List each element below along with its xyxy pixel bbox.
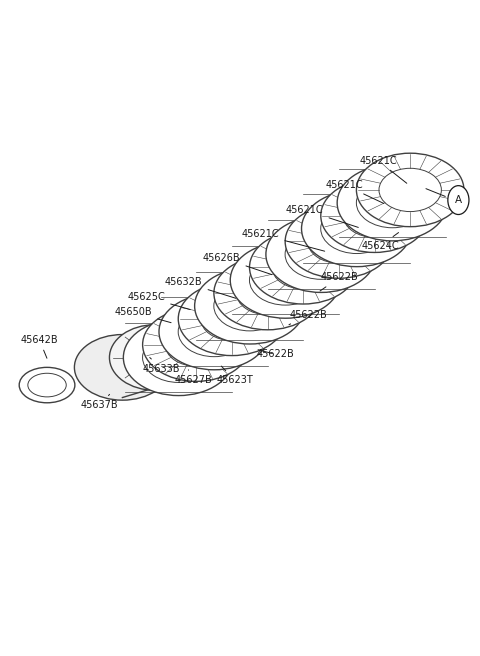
Ellipse shape [337,165,447,241]
Text: 45624C: 45624C [361,233,399,251]
Ellipse shape [19,367,75,403]
Ellipse shape [266,216,376,293]
Text: 45623T: 45623T [217,366,253,386]
Text: 45622B: 45622B [320,272,358,291]
Text: 45650B: 45650B [115,307,171,323]
Text: 45627B: 45627B [175,370,212,386]
Ellipse shape [301,190,412,266]
Text: 45621C: 45621C [286,205,359,228]
Text: 45621C: 45621C [360,155,407,183]
Text: 45633B: 45633B [143,358,180,374]
Ellipse shape [140,344,151,352]
Ellipse shape [74,335,170,400]
Text: 45637B: 45637B [81,394,119,411]
Text: 45622B: 45622B [289,310,327,325]
Ellipse shape [123,319,234,396]
Ellipse shape [230,242,341,318]
Ellipse shape [143,308,250,381]
Text: 45632B: 45632B [165,277,236,298]
Ellipse shape [140,363,151,371]
Circle shape [448,186,469,215]
Ellipse shape [159,294,269,370]
Text: 45621C: 45621C [326,180,384,203]
Ellipse shape [321,179,428,253]
Ellipse shape [178,282,286,356]
Text: 45621C: 45621C [242,229,324,251]
Text: 45642B: 45642B [21,335,58,358]
Ellipse shape [357,154,464,227]
Ellipse shape [109,325,201,390]
Text: 45626B: 45626B [203,253,272,275]
Text: 45625C: 45625C [128,292,190,310]
Ellipse shape [194,268,305,344]
Text: 45622B: 45622B [256,349,294,359]
Ellipse shape [285,205,393,278]
Ellipse shape [214,256,322,330]
Ellipse shape [250,230,357,304]
Text: A: A [455,195,462,205]
